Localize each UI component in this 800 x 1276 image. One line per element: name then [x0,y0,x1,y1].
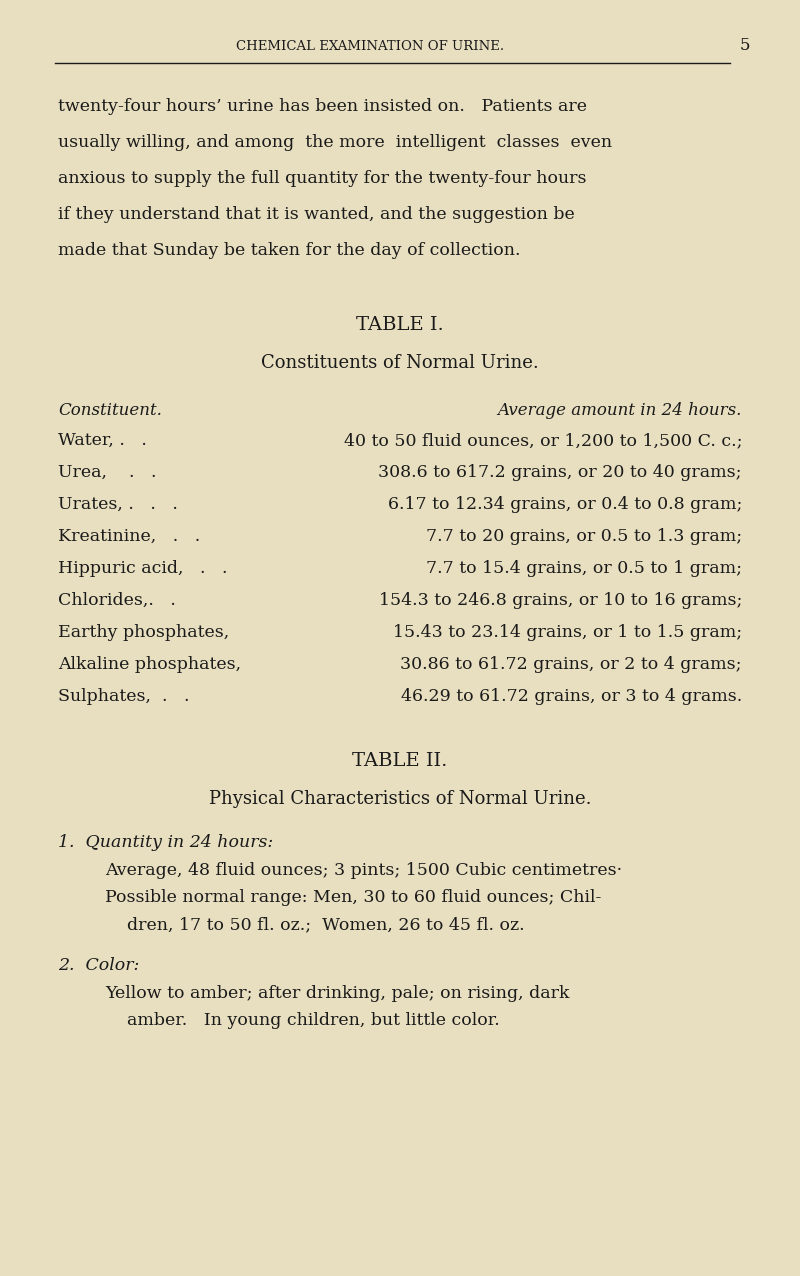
Text: usually willing, and among  the more  intelligent  classes  even: usually willing, and among the more inte… [58,134,612,151]
Text: 5: 5 [740,37,750,55]
Text: Chlorides,.   .: Chlorides,. . [58,592,176,609]
Text: Urea,    .   .: Urea, . . [58,464,157,481]
Text: TABLE II.: TABLE II. [352,752,448,769]
Text: 15.43 to 23.14 grains, or 1 to 1.5 gram;: 15.43 to 23.14 grains, or 1 to 1.5 gram; [393,624,742,641]
Text: Average amount in 24 hours.: Average amount in 24 hours. [498,402,742,419]
Text: Possible normal range: Men, 30 to 60 fluid ounces; Chil-: Possible normal range: Men, 30 to 60 flu… [105,889,602,906]
Text: Kreatinine,   .   .: Kreatinine, . . [58,528,200,545]
Text: 30.86 to 61.72 grains, or 2 to 4 grams;: 30.86 to 61.72 grains, or 2 to 4 grams; [401,656,742,672]
Text: amber.   In young children, but little color.: amber. In young children, but little col… [105,1012,500,1028]
Text: Yellow to amber; after drinking, pale; on rising, dark: Yellow to amber; after drinking, pale; o… [105,985,570,1002]
Text: Physical Characteristics of Normal Urine.: Physical Characteristics of Normal Urine… [209,790,591,808]
Text: 7.7 to 15.4 grains, or 0.5 to 1 gram;: 7.7 to 15.4 grains, or 0.5 to 1 gram; [426,560,742,577]
Text: 46.29 to 61.72 grains, or 3 to 4 grams.: 46.29 to 61.72 grains, or 3 to 4 grams. [401,688,742,706]
Text: 1.  Quantity in 24 hours:: 1. Quantity in 24 hours: [58,835,274,851]
Text: Urates, .   .   .: Urates, . . . [58,496,178,513]
Text: 308.6 to 617.2 grains, or 20 to 40 grams;: 308.6 to 617.2 grains, or 20 to 40 grams… [378,464,742,481]
Text: 6.17 to 12.34 grains, or 0.4 to 0.8 gram;: 6.17 to 12.34 grains, or 0.4 to 0.8 gram… [388,496,742,513]
Text: 2.  Color:: 2. Color: [58,957,139,974]
Text: TABLE I.: TABLE I. [356,316,444,334]
Text: Constituents of Normal Urine.: Constituents of Normal Urine. [261,353,539,373]
Text: 154.3 to 246.8 grains, or 10 to 16 grams;: 154.3 to 246.8 grains, or 10 to 16 grams… [378,592,742,609]
Text: if they understand that it is wanted, and the suggestion be: if they understand that it is wanted, an… [58,205,574,223]
Text: Sulphates,  .   .: Sulphates, . . [58,688,190,706]
Text: CHEMICAL EXAMINATION OF URINE.: CHEMICAL EXAMINATION OF URINE. [236,40,504,52]
Text: Hippuric acid,   .   .: Hippuric acid, . . [58,560,227,577]
Text: anxious to supply the full quantity for the twenty-four hours: anxious to supply the full quantity for … [58,170,586,188]
Text: twenty-four hours’ urine has been insisted on.   Patients are: twenty-four hours’ urine has been insist… [58,98,587,115]
Text: Average, 48 fluid ounces; 3 pints; 1500 Cubic centimetres·: Average, 48 fluid ounces; 3 pints; 1500 … [105,863,622,879]
Text: made that Sunday be taken for the day of collection.: made that Sunday be taken for the day of… [58,242,521,259]
Text: Water, .   .: Water, . . [58,433,147,449]
Text: 7.7 to 20 grains, or 0.5 to 1.3 gram;: 7.7 to 20 grains, or 0.5 to 1.3 gram; [426,528,742,545]
Text: Constituent.: Constituent. [58,402,162,419]
Text: Alkaline phosphates,: Alkaline phosphates, [58,656,241,672]
Text: 40 to 50 fluid ounces, or 1,200 to 1,500 C. c.;: 40 to 50 fluid ounces, or 1,200 to 1,500… [343,433,742,449]
Text: Earthy phosphates,: Earthy phosphates, [58,624,230,641]
Text: dren, 17 to 50 fl. oz.;  Women, 26 to 45 fl. oz.: dren, 17 to 50 fl. oz.; Women, 26 to 45 … [105,916,525,933]
